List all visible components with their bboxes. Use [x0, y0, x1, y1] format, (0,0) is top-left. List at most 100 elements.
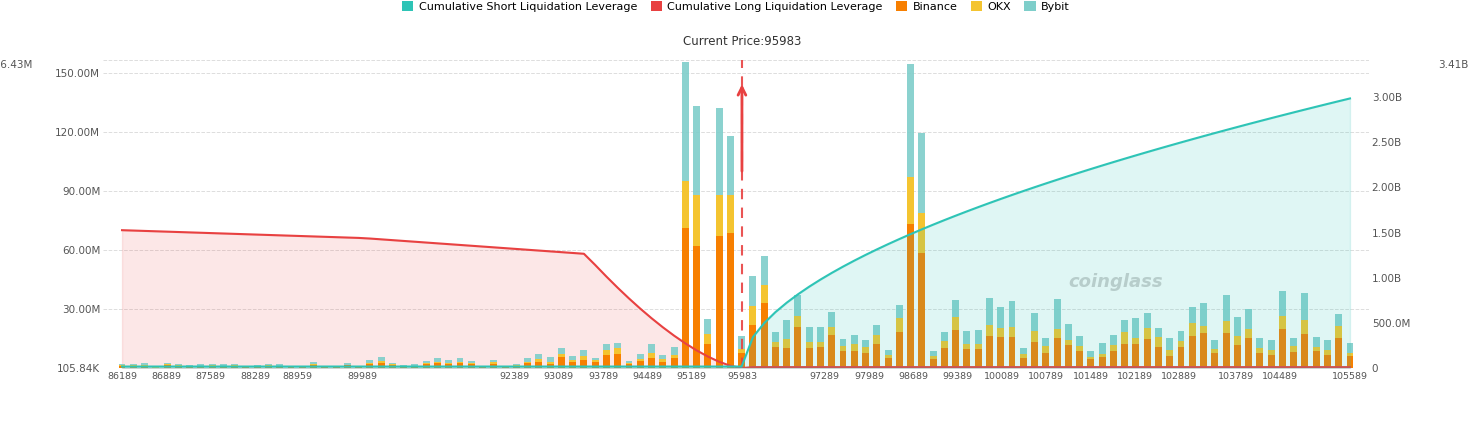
Bar	[378, 363, 384, 368]
Bar	[1098, 343, 1105, 354]
Bar	[367, 360, 374, 363]
Bar	[1132, 344, 1139, 368]
Bar	[1110, 351, 1117, 368]
Bar	[119, 365, 125, 366]
Bar	[265, 366, 272, 368]
Bar	[974, 330, 982, 344]
Bar	[445, 364, 452, 368]
Bar	[941, 348, 948, 368]
Bar	[829, 336, 835, 368]
Bar	[1008, 337, 1016, 368]
Bar	[795, 327, 801, 368]
Bar	[805, 327, 813, 342]
Bar	[659, 362, 667, 368]
Bar	[659, 355, 667, 359]
Bar	[671, 357, 677, 368]
Bar	[558, 354, 565, 357]
Bar	[737, 349, 745, 353]
Bar	[1064, 340, 1072, 345]
Bar	[1313, 347, 1319, 351]
Bar	[1166, 356, 1173, 368]
Bar	[1178, 347, 1185, 368]
Bar	[219, 364, 227, 366]
Bar	[896, 305, 902, 318]
Bar	[1122, 320, 1128, 333]
Bar	[490, 362, 498, 364]
Bar	[974, 349, 982, 368]
Bar	[546, 357, 553, 362]
Bar	[175, 364, 183, 366]
Bar	[524, 363, 531, 368]
Bar	[1279, 330, 1287, 368]
Bar	[1200, 333, 1207, 368]
Bar	[333, 367, 340, 368]
Bar	[344, 365, 350, 366]
Bar	[311, 364, 316, 366]
Bar	[311, 366, 316, 368]
Bar	[219, 366, 227, 368]
Bar	[1076, 346, 1083, 351]
Bar	[367, 364, 374, 368]
Bar	[1088, 357, 1094, 360]
Bar	[468, 364, 475, 368]
Bar	[1030, 313, 1038, 331]
Bar	[502, 366, 508, 367]
Bar	[1178, 331, 1185, 341]
Bar	[705, 334, 711, 345]
Bar	[490, 360, 498, 362]
Bar	[1098, 354, 1105, 357]
Bar	[1200, 303, 1207, 326]
Bar	[1189, 307, 1195, 324]
Bar	[863, 347, 868, 353]
Bar	[197, 366, 205, 368]
Bar	[986, 336, 994, 368]
Bar	[141, 363, 149, 365]
Bar	[253, 365, 261, 366]
Bar	[231, 366, 238, 368]
Bar	[930, 359, 936, 368]
Bar	[512, 364, 520, 365]
Bar	[952, 330, 960, 368]
Bar	[737, 336, 745, 349]
Bar	[626, 365, 633, 368]
Bar	[592, 357, 599, 360]
Bar	[829, 327, 835, 336]
Bar	[839, 339, 846, 346]
Bar	[456, 362, 464, 363]
Bar	[130, 366, 137, 368]
Bar	[885, 350, 892, 355]
Bar	[1211, 339, 1219, 349]
Bar	[626, 361, 633, 363]
Bar	[941, 332, 948, 341]
Bar	[626, 363, 633, 365]
Bar	[795, 316, 801, 327]
Bar	[524, 358, 531, 362]
Bar	[930, 356, 936, 359]
Bar	[952, 318, 960, 330]
Bar	[604, 344, 609, 351]
Bar	[1098, 357, 1105, 368]
Bar	[873, 325, 880, 336]
Bar	[771, 332, 779, 342]
Bar	[1323, 355, 1331, 368]
Bar	[1323, 340, 1331, 351]
Bar	[512, 365, 520, 366]
Bar	[727, 194, 735, 233]
Bar	[445, 363, 452, 364]
Bar	[119, 364, 125, 365]
Bar	[558, 348, 565, 354]
Bar	[1347, 343, 1353, 353]
Bar	[277, 366, 283, 368]
Bar	[243, 366, 249, 367]
Bar	[456, 358, 464, 362]
Bar	[163, 366, 171, 368]
Bar	[604, 351, 609, 355]
Bar	[185, 366, 193, 368]
Bar	[637, 360, 643, 361]
Bar	[648, 344, 655, 353]
Bar	[1110, 345, 1117, 351]
Bar	[783, 348, 790, 368]
Bar	[1313, 351, 1319, 368]
Text: coinglass: coinglass	[1069, 273, 1163, 291]
Bar	[570, 360, 576, 363]
